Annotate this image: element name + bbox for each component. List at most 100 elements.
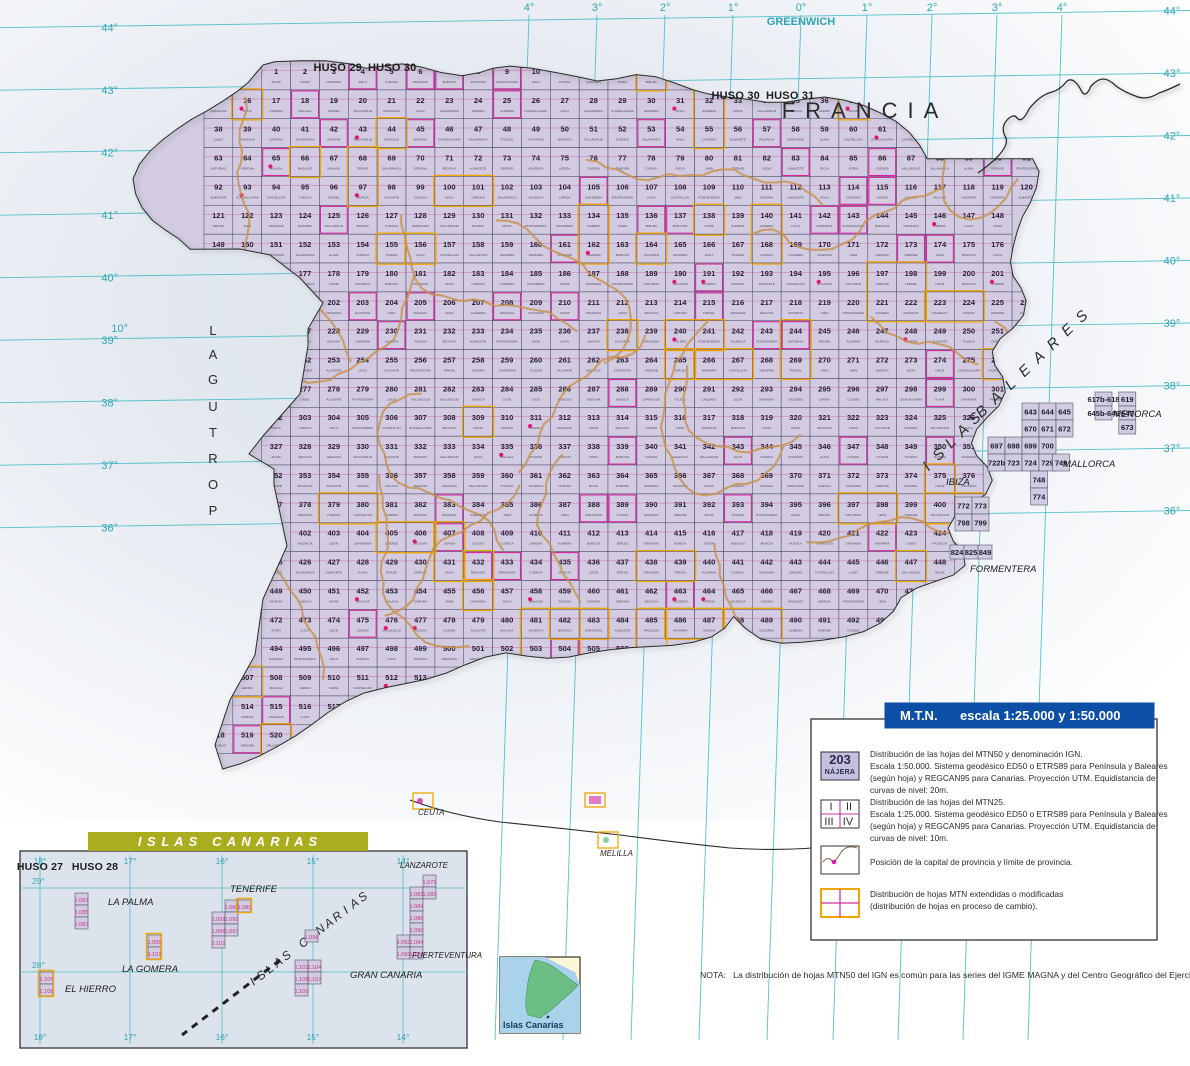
svg-text:LEON: LEON [618,311,626,315]
svg-text:498: 498 [385,644,398,653]
svg-text:413: 413 [616,529,629,538]
svg-text:440: 440 [703,558,716,567]
svg-text:748: 748 [1033,476,1046,485]
svg-text:441: 441 [732,558,745,567]
svg-text:244: 244 [789,327,802,336]
svg-text:700: 700 [1041,442,1054,451]
svg-text:462: 462 [645,586,658,595]
svg-text:(distribución de hojas en proc: (distribución de hojas en proceso de cam… [870,901,1037,911]
svg-text:ALBACETE: ALBACETE [759,282,775,286]
svg-text:146: 146 [934,211,947,220]
svg-text:321: 321 [818,413,831,422]
svg-text:213: 213 [645,298,658,307]
svg-text:176: 176 [991,240,1004,249]
svg-text:BADAJOZ: BADAJOZ [731,426,745,430]
svg-text:CACERES: CACERES [702,397,717,401]
svg-text:383: 383 [443,500,456,509]
svg-text:MELILLA: MELILLA [600,849,633,858]
svg-text:PONTEVEDRA: PONTEVEDRA [1016,167,1038,171]
svg-text:VALENCIA: VALENCIA [788,455,804,459]
svg-text:ALAVA: ALAVA [964,167,974,171]
svg-text:EL HIERRO: EL HIERRO [65,984,117,995]
svg-text:172: 172 [876,240,889,249]
svg-text:179: 179 [356,269,369,278]
svg-text:402: 402 [299,529,312,538]
svg-text:CUENCA: CUENCA [616,138,630,142]
svg-text:CANTABRIA: CANTABRIA [556,224,574,228]
svg-text:370: 370 [789,471,802,480]
svg-text:87: 87 [907,154,915,163]
svg-text:HUSO 30: HUSO 30 [712,90,760,102]
svg-text:GUADALAJARA: GUADALAJARA [900,397,924,401]
svg-text:SORIA: SORIA [704,542,715,546]
svg-text:463: 463 [674,586,687,595]
svg-text:337: 337 [558,442,571,451]
svg-text:282: 282 [443,384,456,393]
svg-text:TERUEL: TERUEL [703,311,715,315]
svg-text:SALAMANCA: SALAMANCA [295,571,315,575]
svg-text:18°: 18° [34,1032,47,1042]
svg-text:JAEN: JAEN [561,513,569,517]
svg-text:10°: 10° [111,323,128,335]
svg-text:SALAMANCA: SALAMANCA [440,109,460,113]
svg-text:CACERES: CACERES [471,311,486,315]
svg-text:G: G [208,372,218,387]
svg-text:SORIA: SORIA [271,628,282,632]
svg-text:53: 53 [647,125,655,134]
svg-text:698: 698 [1007,442,1020,451]
svg-text:20: 20 [358,96,366,105]
svg-text:BURGOS: BURGOS [587,542,600,546]
svg-text:203: 203 [356,298,369,307]
svg-text:347: 347 [847,442,860,451]
svg-text:LEON: LEON [503,397,511,401]
svg-text:GERONA: GERONA [875,282,889,286]
svg-text:HUESCA: HUESCA [299,426,313,430]
svg-text:258: 258 [472,356,485,365]
svg-text:332: 332 [414,442,427,451]
svg-text:215: 215 [703,298,716,307]
svg-text:VALLADOLID: VALLADOLID [324,224,344,228]
svg-text:375: 375 [934,471,947,480]
svg-text:1.099: 1.099 [397,952,411,958]
svg-text:ASTURIAS: ASTURIAS [528,138,543,142]
svg-text:17: 17 [272,96,280,105]
svg-text:475: 475 [356,615,369,624]
svg-text:77: 77 [618,154,626,163]
svg-text:43: 43 [358,125,366,134]
svg-text:105: 105 [587,182,600,191]
svg-text:340: 340 [645,442,658,451]
svg-text:292: 292 [732,384,745,393]
svg-text:GERONA: GERONA [673,311,687,315]
svg-text:391: 391 [674,500,687,509]
svg-text:SALAMANCA: SALAMANCA [497,195,517,199]
svg-text:61: 61 [878,125,887,134]
svg-text:GERONA: GERONA [327,138,341,142]
svg-text:86: 86 [878,154,886,163]
svg-text:445: 445 [847,558,860,567]
svg-text:619: 619 [1121,395,1134,404]
svg-text:LUGO: LUGO [387,657,396,661]
svg-text:100: 100 [443,182,456,191]
svg-text:436: 436 [587,558,600,567]
svg-text:261: 261 [558,356,571,365]
svg-text:279: 279 [356,384,369,393]
svg-text:97: 97 [358,182,366,191]
svg-text:PALENCIA: PALENCIA [759,138,775,142]
svg-text:15°: 15° [307,856,320,866]
svg-text:268: 268 [760,356,773,365]
svg-text:CACERES: CACERES [500,282,515,286]
svg-text:494: 494 [270,644,283,653]
svg-text:69: 69 [387,154,395,163]
svg-text:422: 422 [876,529,889,538]
svg-text:115: 115 [876,182,889,191]
svg-text:120: 120 [1020,182,1033,191]
svg-text:93: 93 [243,182,251,191]
svg-text:349: 349 [905,442,918,451]
svg-text:ASTURIAS: ASTURIAS [846,513,861,517]
svg-text:ORENSE: ORENSE [674,513,687,517]
svg-text:174: 174 [934,240,947,249]
svg-text:249: 249 [934,327,947,336]
svg-text:CADIZ: CADIZ [329,282,338,286]
svg-text:CADIZ: CADIZ [993,224,1002,228]
svg-text:PONTEVEDRA: PONTEVEDRA [496,340,518,344]
